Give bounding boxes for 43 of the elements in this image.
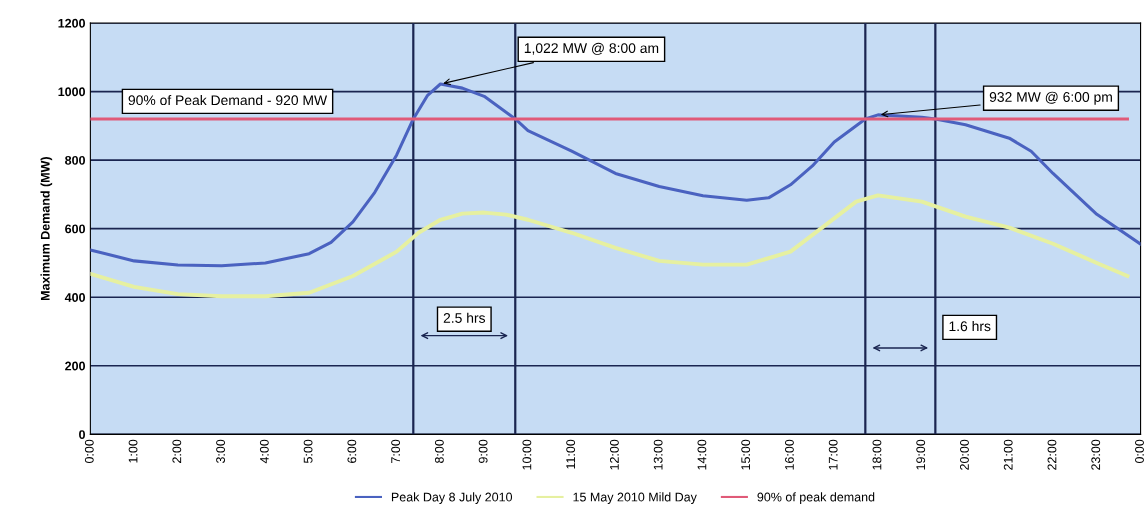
x-tick-label: 21:00	[1003, 439, 1013, 470]
annotation: 1,022 MW @ 8:00 am	[524, 42, 659, 55]
line-series	[90, 82, 1141, 268]
x-tick-label: 9:00	[478, 439, 488, 463]
x-tick-label: 18:00	[872, 439, 882, 470]
annotation: 932 MW @ 6:00 pm	[989, 91, 1112, 105]
x-tick-label: 12:00	[609, 439, 619, 470]
x-tick-label: 15:00	[741, 439, 751, 470]
y-tick-label: 400	[64, 293, 85, 302]
x-tick-label: 13:00	[653, 439, 663, 470]
legend-label: Peak Day 8 July 2010	[391, 492, 513, 504]
x-tick-label: 16:00	[785, 439, 794, 470]
y-axis-title: Maximum Demand (MW)	[40, 157, 53, 301]
x-tick-label: 4:00	[259, 439, 269, 464]
x-tick-label: 19:00	[916, 439, 926, 470]
x-tick-label: 10:00	[522, 439, 532, 470]
annotation: 90% of Peak Demand - 920 MW	[128, 94, 328, 106]
y-tick-label: 800	[65, 155, 85, 165]
annotation: 1.6 hrs	[949, 320, 991, 332]
x-tick-label: 17:00	[828, 439, 838, 470]
x-tick-label: 3:00	[216, 439, 226, 464]
line-series	[90, 193, 1130, 299]
legend-label: 15 May 2010 Mild Day	[573, 492, 697, 504]
annotation: 2.5 hrs	[443, 312, 486, 323]
y-tick-label: 1200	[58, 18, 86, 28]
y-tick-label: 0	[79, 430, 85, 439]
y-tick-label: 600	[65, 224, 85, 234]
y-tick-label: 200	[65, 361, 85, 371]
x-tick-label: 0:00	[84, 439, 94, 464]
x-tick-label: 1:00	[128, 439, 138, 463]
x-tick-label: 14:00	[697, 439, 707, 470]
x-tick-label: 0:00	[1135, 439, 1144, 464]
y-tick-label: 1000	[58, 87, 86, 97]
x-tick-label: 8:00	[434, 439, 444, 463]
x-tick-label: 23:00	[1091, 439, 1101, 470]
x-tick-label: 22:00	[1047, 439, 1057, 470]
x-tick-label: 2:00	[172, 439, 182, 463]
x-tick-label: 11:00	[566, 439, 576, 469]
x-tick-label: 5:00	[303, 439, 313, 464]
x-tick-label: 6:00	[347, 439, 357, 463]
x-tick-label: 7:00	[391, 439, 401, 463]
x-tick-label: 20:00	[960, 439, 969, 470]
legend-label: 90% of peak demand	[757, 492, 875, 504]
